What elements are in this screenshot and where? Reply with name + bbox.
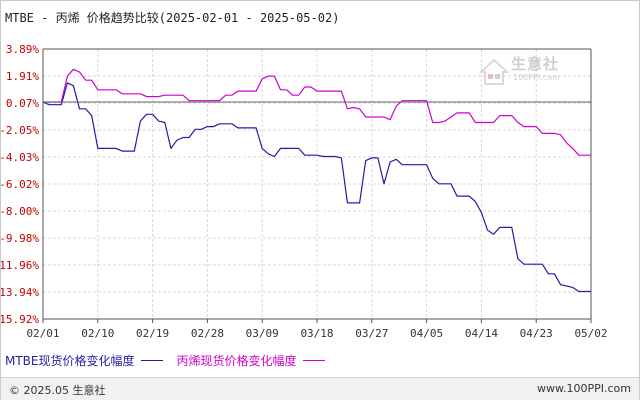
- y-tick-label: 1.91%: [6, 70, 39, 83]
- house-logo-icon: [479, 58, 509, 85]
- legend: MTBE现货价格变化幅度 丙烯现货价格变化幅度: [5, 352, 339, 368]
- x-tick-label: 02/10: [81, 327, 114, 340]
- watermark-url: 100PPI.com: [513, 73, 560, 82]
- watermark-name: 生意社: [511, 55, 560, 73]
- y-tick-label: 3.89%: [6, 43, 39, 56]
- x-tick-label: 03/09: [246, 327, 279, 340]
- y-tick-label: -8.00%: [1, 205, 39, 218]
- y-tick-label: -15.92%: [1, 313, 39, 326]
- y-tick-label: -6.02%: [1, 178, 39, 191]
- axes: [42, 48, 592, 323]
- legend-label-mtbe: MTBE现货价格变化幅度: [5, 353, 135, 368]
- legend-label-propylene: 丙烯现货价格变化幅度: [176, 353, 297, 368]
- y-tick-label: -11.96%: [1, 259, 39, 272]
- series-lines: [42, 68, 591, 293]
- chart-title: MTBE - 丙烯 价格趋势比较(2025-02-01 - 2025-05-02…: [5, 11, 340, 25]
- x-tick-label: 02/28: [191, 327, 224, 340]
- y-tick-label: -9.98%: [1, 232, 39, 245]
- x-tick-label: 03/27: [355, 327, 388, 340]
- legend-swatch-mtbe: [140, 359, 163, 361]
- series-line-propylene: [43, 68, 591, 156]
- x-tick-label: 04/23: [520, 327, 553, 340]
- site-url-link[interactable]: www.100PPI.com: [537, 382, 631, 395]
- grid-lines: [42, 48, 592, 320]
- legend-item-propylene: 丙烯现货价格变化幅度: [177, 352, 325, 369]
- x-tick-label: 02/01: [26, 327, 59, 340]
- footer: © 2025.05 生意社 www.100PPI.com: [1, 377, 639, 400]
- x-tick-label: 03/18: [300, 327, 333, 340]
- y-tick-label: -2.05%: [1, 124, 39, 137]
- tick-labels: 3.89% 1.91% 0.07% -2.05% -4.03% -6.02% -8.00% -…: [1, 43, 608, 340]
- series-line-mtbe: [42, 82, 591, 293]
- y-tick-label: -4.03%: [1, 151, 39, 164]
- x-tick-label: 05/02: [574, 327, 607, 340]
- y-tick-label: -13.94%: [1, 286, 39, 299]
- x-tick-label: 02/19: [136, 327, 169, 340]
- legend-item-mtbe: MTBE现货价格变化幅度: [5, 352, 163, 369]
- x-tick-label: 04/14: [465, 327, 498, 340]
- x-tick-label: 04/05: [410, 327, 443, 340]
- y-tick-label: 0.07%: [6, 97, 39, 110]
- legend-swatch-propylene: [302, 359, 325, 361]
- copyright-text: © 2025.05 生意社: [9, 384, 106, 397]
- watermark-logo: 生意社 100PPI.com: [479, 53, 579, 93]
